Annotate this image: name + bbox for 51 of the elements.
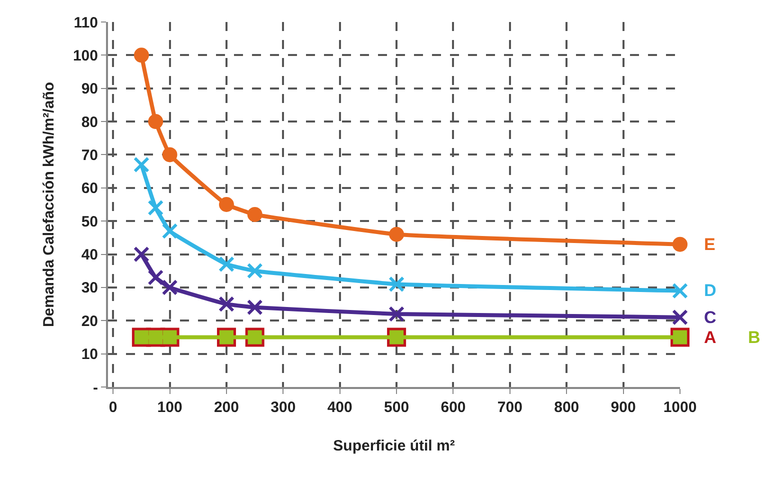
x-tick-label: 0 [108, 399, 118, 416]
x-tick-label: 400 [327, 399, 352, 416]
y-tick-label: 50 [81, 213, 98, 230]
y-tick-label: 70 [81, 146, 98, 164]
point [672, 282, 688, 299]
point [388, 276, 405, 292]
point [218, 197, 234, 212]
y-tick-label: 100 [72, 47, 98, 64]
series-label: A [704, 328, 716, 347]
y-axis-title: Demanda Calefacción kWh/m²/año [40, 82, 58, 328]
x-tick-label: 800 [554, 399, 580, 416]
point [672, 309, 688, 326]
y-tick-label: 90 [81, 80, 98, 98]
text: B [748, 328, 760, 347]
series-label: E [704, 235, 716, 254]
x-tick-label: 200 [214, 399, 239, 416]
point [162, 279, 178, 296]
point [388, 306, 405, 322]
point [162, 147, 178, 162]
point [162, 223, 178, 240]
point [148, 200, 164, 216]
x-tick-label: 600 [440, 399, 466, 416]
point [148, 270, 164, 286]
x-tick-label: 300 [270, 399, 296, 416]
x-tick-label: 500 [384, 399, 410, 416]
point [133, 246, 150, 262]
series-label: D [704, 281, 716, 300]
point [133, 156, 150, 173]
y-tick-label: 60 [81, 180, 98, 198]
y-tick-label: 110 [74, 14, 98, 32]
series-label: C [704, 308, 716, 327]
point [148, 114, 164, 130]
y-tick-label: 30 [81, 280, 98, 297]
y-tick-label: 20 [81, 312, 98, 330]
y-tick-label: 80 [81, 114, 98, 131]
point [218, 296, 234, 312]
point [218, 256, 234, 272]
y-tick-label: - [93, 379, 98, 396]
x-tick-label: 700 [497, 399, 522, 416]
x-axis-title: Superficie útil m² [333, 438, 455, 454]
x-tick-label: 900 [610, 399, 636, 416]
x-tick-label: 1000 [663, 399, 697, 416]
point [246, 299, 263, 316]
point [247, 206, 262, 222]
y-tick-label: 10 [81, 346, 98, 364]
y-tick-label: 40 [81, 246, 98, 264]
x-tick-label: 100 [157, 399, 182, 416]
point [672, 236, 688, 252]
point [246, 262, 263, 279]
point [134, 48, 149, 63]
point [389, 226, 404, 242]
